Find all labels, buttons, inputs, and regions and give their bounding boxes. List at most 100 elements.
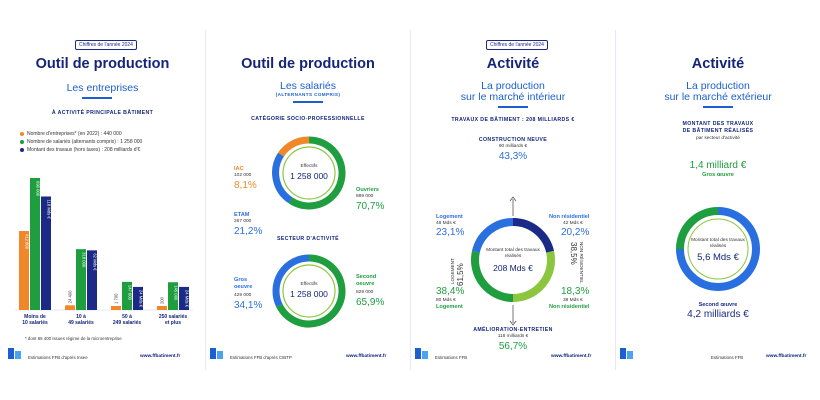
footer-url[interactable]: www.ffbatiment.fr	[766, 354, 807, 359]
donut-center-value: 1 258 000	[290, 289, 328, 299]
bar-label-1-2: 24 400	[68, 290, 73, 303]
second-oeuvre-label: Second œuvre	[698, 302, 738, 308]
subtitle-rule	[703, 106, 733, 108]
entretien-logement-num: 80 Mds €	[436, 298, 456, 303]
arrow-up-icon	[509, 196, 517, 216]
arrow-down-icon	[509, 305, 517, 326]
section-csp: CATÉGORIE SOCIO-PROFESSIONNELLE	[251, 116, 365, 122]
page-title: Activité	[486, 56, 540, 72]
bar-label-1-3: 1 700	[114, 293, 119, 304]
bar-1-3	[111, 306, 121, 310]
amelioration-entretien-label: AMÉLIORATION-ENTRETIEN	[473, 327, 553, 333]
ffb-logo-icon	[8, 348, 21, 359]
donut-center-value: 5,6 Mds €	[697, 252, 739, 263]
page-subtitle: Les salariés	[279, 80, 337, 92]
bar-label-1-1: 412 800	[25, 234, 30, 250]
gros-oeuvre-num: 429 000	[234, 293, 252, 298]
subtitle-rule	[498, 106, 528, 108]
donut-seg-second-oeuvre	[676, 207, 760, 291]
bar-3-3	[133, 286, 143, 310]
page-title: Outil de production	[241, 56, 375, 72]
legend-dot-green	[20, 140, 24, 144]
entretien-nonres-num: 38 Mds €	[563, 298, 583, 303]
category-label-3: 249 salariés	[113, 320, 142, 326]
bar-3-2	[87, 250, 97, 310]
donut-center-label: Montant total des travaux réalisés	[691, 238, 745, 249]
donut-exterieur	[676, 207, 760, 291]
donut-seg-etam	[272, 152, 293, 204]
gros-oeuvre-label: Gros œuvre	[702, 172, 734, 178]
footnote: * dont 65 400 issues régime de la microe…	[25, 336, 122, 341]
bar-3-4	[179, 286, 189, 310]
neuf-logement-label: Logement	[436, 214, 463, 220]
category-label-3: 50 à	[122, 314, 132, 320]
separator	[410, 30, 411, 370]
legend-dot-navy	[20, 148, 24, 152]
category-label-1: 10 salariés	[22, 320, 48, 326]
donut-seg-ouvriers	[288, 136, 346, 210]
entretien-logement-pct: 38,4%	[436, 286, 465, 297]
bar-label-3-2: 62 Mds €	[93, 253, 98, 271]
subtitle-note: (ALTERNANTS COMPRIS)	[275, 92, 341, 97]
donut-seg-neuf-nonres	[512, 218, 555, 253]
donut-center-value: 1 258 000	[290, 171, 328, 181]
page-subtitle-2: sur le marché extérieur	[664, 91, 772, 103]
ouvriers-num: 889 000	[356, 194, 374, 199]
donut-seg-entretien-logement	[471, 250, 514, 302]
iac-pct: 8,1%	[234, 180, 257, 191]
page-subtitle-1: La production	[481, 80, 545, 92]
amelioration-entretien-num: 118 milliards €	[497, 334, 529, 339]
neuf-logement-pct: 23,1%	[436, 227, 465, 238]
footer-url[interactable]: www.ffbatiment.fr	[551, 354, 592, 359]
iac-num: 102 000	[234, 173, 252, 178]
second-oeuvre-num: 829 000	[356, 290, 374, 295]
footer-url[interactable]: www.ffbatiment.fr	[346, 354, 387, 359]
donut-center-label: Effectifs	[300, 164, 318, 169]
neuf-nonres-num: 42 Mds €	[563, 221, 583, 226]
etam-num: 267 000	[234, 219, 252, 224]
donut-center-label: Effectifs	[300, 282, 318, 287]
donut-travaux	[471, 218, 555, 302]
footer-source: Estimations FFB	[711, 355, 744, 360]
panel-salaries: Outil de production Les salariés (ALTERN…	[206, 30, 410, 370]
separator	[615, 30, 616, 370]
legend-dot-orange	[20, 132, 24, 136]
panel-marche-interieur: Chiffres de l'année 2024 Activité La pro…	[411, 30, 615, 370]
second-oeuvre-pct: 65,9%	[356, 297, 385, 308]
bar-1-1	[19, 231, 29, 310]
donut-secteur	[272, 254, 346, 328]
legend-salaries: Nombre de salariés (alternants compris) …	[27, 139, 143, 145]
donut-seg-entretien-nonres	[512, 250, 555, 302]
bar-label-2-3: 147 000	[128, 285, 133, 301]
category-label-1: Moins de	[24, 314, 46, 320]
page-title: Activité	[691, 56, 745, 72]
section-heading-3: par secteur d'activité	[696, 136, 740, 141]
gros-oeuvre-label: Gros oeuvre	[234, 277, 253, 290]
neuf-logement-num: 48 Mds €	[436, 221, 456, 226]
entretien-nonres-label: Non résidentiel	[549, 304, 590, 310]
year-badge: Chiffres de l'année 2024	[486, 40, 548, 50]
subtitle-rule	[293, 101, 323, 103]
second-oeuvre-value: 4,2 milliards €	[687, 309, 749, 320]
donut-csp	[272, 136, 346, 210]
donut-center-value: 208 Mds €	[493, 263, 533, 273]
bar-label-3-3: 24 Mds €	[139, 290, 144, 308]
bar-1-4	[157, 306, 167, 310]
ffb-logo-icon	[210, 348, 223, 359]
bar-1-2	[65, 305, 75, 310]
category-label-2: 49 salariés	[68, 320, 94, 326]
nonres-vertical-pct: 38,5%	[569, 242, 578, 265]
bar-3-1	[41, 196, 51, 310]
second-oeuvre-label: Second oeuvre	[356, 274, 377, 287]
footer-url[interactable]: www.ffbatiment.fr	[140, 354, 181, 359]
construction-neuve-label: CONSTRUCTION NEUVE	[478, 137, 548, 143]
etam-label: ETAM	[234, 212, 250, 218]
section-heading: TRAVAUX DE BÂTIMENT : 208 MILLIARDS €	[451, 117, 575, 123]
section-heading: À ACTIVITÉ PRINCIPALE BÂTIMENT	[51, 110, 154, 116]
donut-center-label: Montant total des travaux réalisés	[486, 248, 540, 259]
bar-2-3	[122, 281, 132, 310]
neuf-nonres-label: Non résidentiel	[549, 214, 590, 220]
amelioration-entretien-pct: 56,7%	[498, 341, 528, 352]
nonres-vertical-label: NON RÉSIDENTIEL	[579, 242, 584, 284]
